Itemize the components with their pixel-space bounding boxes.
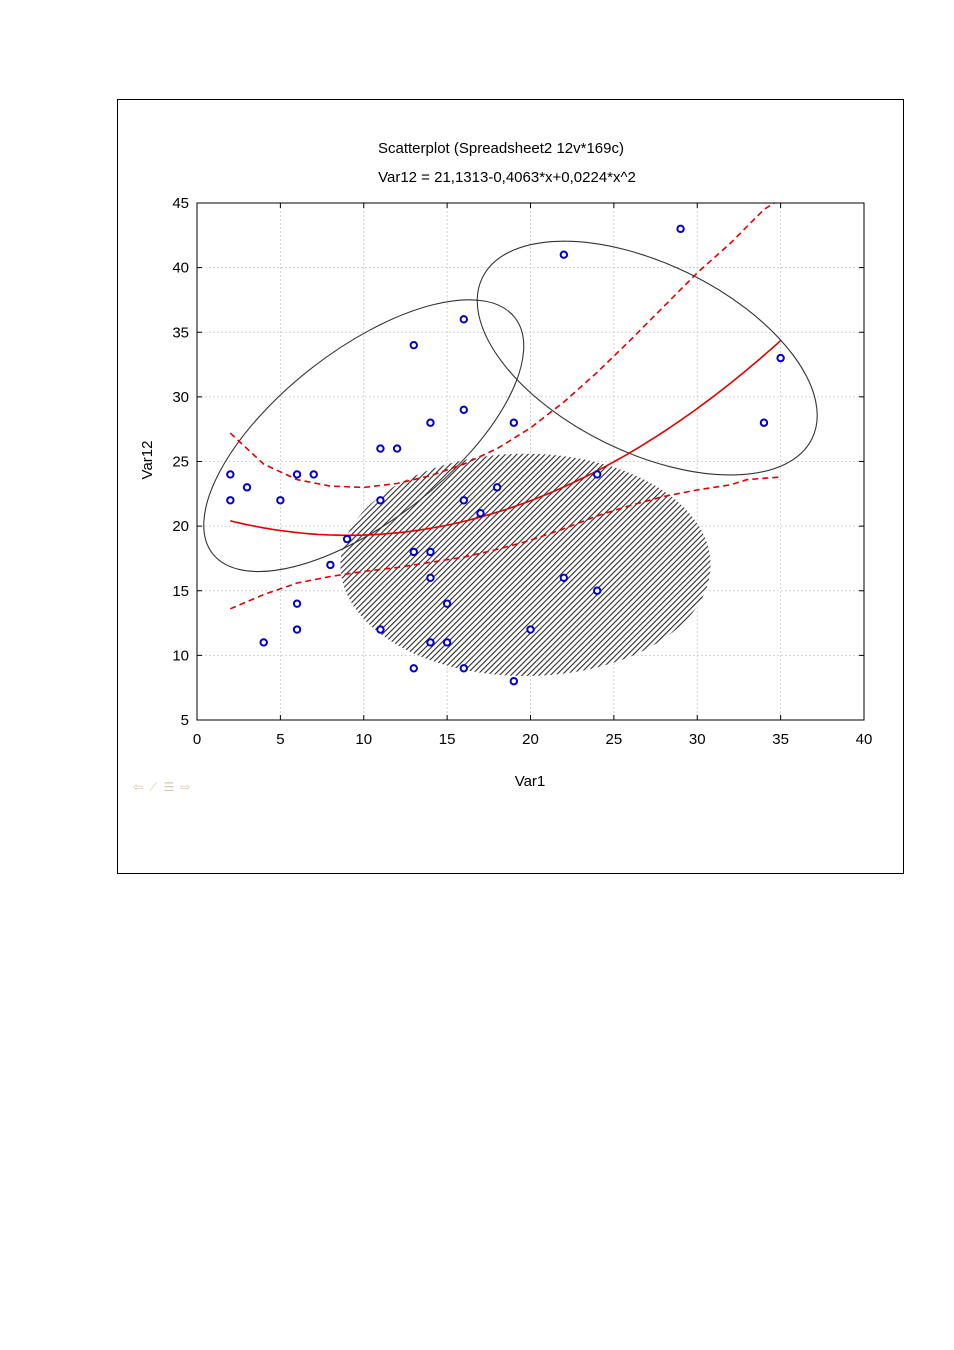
data-point [276, 496, 285, 505]
ellipse-outline-2 [476, 240, 818, 476]
nav-toolbar: ⇦⟋☰⇨ [133, 780, 196, 795]
data-point [342, 534, 352, 544]
data-point [459, 405, 468, 414]
fit-curve [230, 340, 782, 537]
data-point [776, 353, 785, 363]
data-point [426, 547, 435, 557]
data-point [509, 677, 519, 686]
data-point [242, 483, 252, 492]
chart-title: Scatterplot (Spreadsheet2 12v*169c) [378, 140, 624, 157]
arrow-left-icon[interactable]: ⇦ [133, 780, 150, 794]
data-point [593, 586, 602, 595]
chart-subtitle: Var12 = 21,1313-0,4063*x+0,0224*x^2 [378, 169, 636, 186]
data-point [476, 509, 485, 518]
y-tick-label: 20 [172, 518, 189, 535]
data-point [492, 483, 502, 492]
data-point [292, 625, 302, 634]
x-tick-label: 0 [193, 731, 201, 748]
data-point [309, 470, 318, 479]
data-point [593, 470, 602, 479]
y-axis-label: Var12 [139, 441, 156, 480]
list-icon[interactable]: ☰ [163, 780, 181, 794]
data-point [426, 573, 435, 583]
data-point [559, 250, 569, 259]
data-point [259, 638, 268, 647]
data-point [292, 599, 302, 608]
x-tick-label: 5 [276, 731, 284, 748]
data-point [559, 573, 569, 583]
data-point [459, 496, 468, 505]
data-point [292, 470, 302, 479]
data-points [226, 224, 785, 686]
data-point [376, 625, 385, 634]
arrow-right-icon[interactable]: ⇨ [180, 780, 197, 794]
y-tick-label: 25 [172, 454, 189, 471]
data-point [442, 599, 452, 608]
y-tick-label: 45 [172, 195, 189, 212]
data-point [426, 418, 435, 427]
y-tick-label: 30 [172, 389, 189, 406]
data-point [226, 470, 235, 479]
hatched-ellipse [340, 453, 711, 677]
data-point [676, 224, 685, 234]
edit-icon[interactable]: ⟋ [149, 780, 164, 794]
confidence-lower-line [229, 476, 781, 610]
data-point [376, 444, 385, 453]
x-tick-label: 15 [439, 731, 456, 748]
data-point [459, 315, 468, 324]
x-tick-label: 40 [856, 731, 873, 748]
data-point [376, 496, 385, 505]
ellipse-outline-1 [203, 299, 525, 573]
x-tick-label: 35 [772, 731, 789, 748]
data-point [409, 340, 418, 350]
confidence-upper-line [229, 203, 776, 489]
data-point [392, 444, 402, 453]
data-point [326, 560, 335, 570]
data-point [226, 496, 235, 505]
x-tick-label: 25 [606, 731, 623, 748]
data-point [459, 664, 468, 673]
data-point [442, 638, 452, 647]
y-tick-label: 15 [172, 583, 189, 600]
chart-frame: 0 5 10 15 20 25 30 35 40 5 10 15 20 25 30 35 40 45 Scatte… [117, 99, 904, 874]
x-tick-label: 30 [689, 731, 706, 748]
y-tick-label: 40 [172, 260, 189, 277]
ellipses [203, 240, 818, 677]
y-tick-label: 5 [181, 712, 189, 729]
data-point [409, 547, 418, 557]
data-point [409, 664, 418, 673]
data-point [759, 418, 769, 427]
data-point [426, 638, 435, 647]
x-axis-label: Var1 [515, 773, 546, 790]
y-tick-label: 10 [172, 647, 189, 664]
y-tick-label: 35 [172, 324, 189, 341]
x-tick-label: 20 [522, 731, 539, 748]
regression-curve [230, 340, 782, 537]
confidence-band [229, 203, 781, 610]
data-point [526, 625, 535, 634]
x-tick-label: 10 [355, 731, 372, 748]
data-point [509, 418, 519, 427]
